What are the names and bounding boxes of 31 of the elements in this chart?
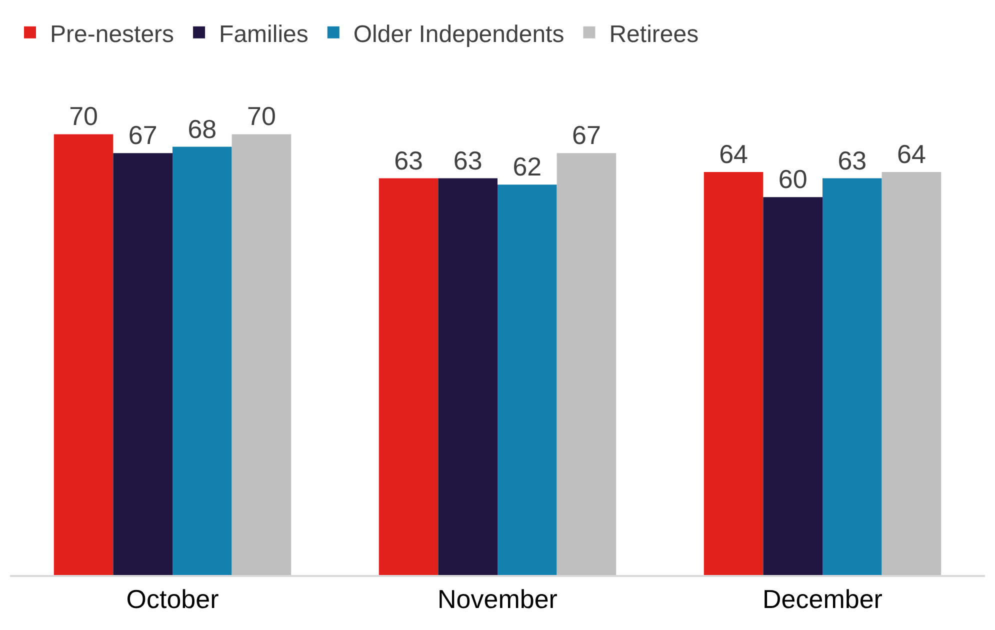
data-label: 64 xyxy=(719,138,748,169)
x-tick-label: November xyxy=(438,584,558,614)
bar xyxy=(704,172,764,575)
bar xyxy=(882,172,942,575)
data-label: 63 xyxy=(394,145,423,176)
bar xyxy=(172,146,232,575)
x-tick-label: December xyxy=(762,584,883,614)
data-label: 63 xyxy=(838,145,867,176)
bar xyxy=(54,134,114,575)
data-label: 67 xyxy=(128,120,158,150)
bar xyxy=(438,178,498,575)
bar xyxy=(556,153,616,575)
bar xyxy=(378,178,438,575)
legend-label: Families xyxy=(219,20,308,48)
legend-label: Pre-nesters xyxy=(50,20,174,48)
data-label: 60 xyxy=(778,164,808,194)
bar xyxy=(822,178,882,575)
data-label: 68 xyxy=(188,114,217,144)
legend-label: Older Independents xyxy=(353,20,564,48)
data-label: 62 xyxy=(512,152,542,182)
data-label: 70 xyxy=(69,101,98,132)
x-tick-label: October xyxy=(126,584,220,614)
data-label: 63 xyxy=(453,145,482,176)
bar xyxy=(113,153,172,575)
data-label: 67 xyxy=(572,120,601,150)
data-label: 64 xyxy=(897,138,926,169)
legend-label: Retirees xyxy=(609,20,699,48)
bar xyxy=(232,134,292,575)
bar xyxy=(763,197,822,575)
bar xyxy=(498,184,557,575)
data-label: 70 xyxy=(247,101,276,132)
